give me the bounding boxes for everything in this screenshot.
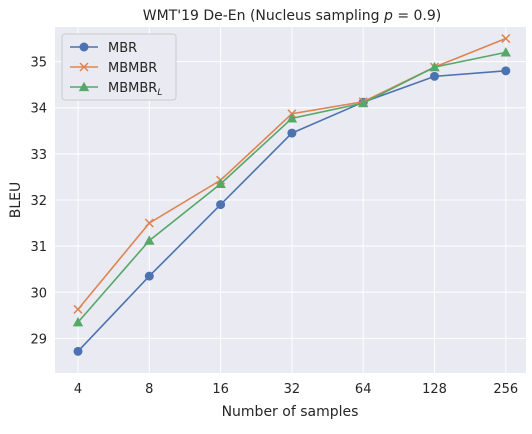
x-tick-label: 32: [284, 382, 301, 397]
y-tick-label: 30: [30, 286, 47, 301]
data-point: [358, 97, 369, 108]
tick-labels: 4 8 16 32 64 128 256 29 30 31 32 33 34 35: [30, 56, 518, 397]
chart-title: WMT'19 De-En (Nucleus sampling p = 0.9): [143, 8, 441, 24]
data-point: [144, 218, 154, 228]
series-lines: [72, 34, 511, 356]
data-point: [287, 128, 297, 138]
data-point: [144, 235, 155, 245]
x-tick-label: 64: [355, 382, 372, 397]
legend-entry: MBMBR: [70, 61, 157, 76]
y-tick-label: 32: [30, 194, 47, 209]
data-point: [500, 47, 511, 57]
legend-label: MBMBR: [108, 61, 157, 76]
legend-marker: [79, 62, 89, 72]
legend-label: MBMBRL: [108, 81, 162, 98]
x-tick-label: 128: [422, 382, 447, 397]
legend-entry: MBR: [70, 41, 137, 56]
data-point: [73, 346, 83, 356]
y-tick-label: 29: [30, 332, 47, 347]
x-tick-label: 16: [212, 382, 229, 397]
data-point: [216, 200, 226, 210]
data-point: [429, 61, 440, 72]
data-point: [430, 71, 439, 81]
data-point: [144, 271, 154, 281]
data-point: [501, 66, 511, 76]
x-tick-label: 4: [74, 382, 82, 397]
data-point: [72, 317, 84, 327]
legend: MBR MBMBR MBMBRL: [61, 33, 177, 101]
legend-entry: MBMBRL: [70, 81, 162, 98]
data-point: [215, 178, 226, 189]
series-3: [72, 47, 511, 327]
x-axis-title: Number of samples: [222, 404, 359, 420]
legend-label: MBR: [108, 41, 137, 56]
legend-marker: [78, 81, 90, 92]
y-tick-label: 33: [30, 148, 47, 163]
y-tick-label: 35: [30, 56, 47, 71]
y-tick-label: 34: [30, 102, 47, 117]
y-axis-title: BLEU: [8, 182, 24, 219]
x-tick-label: 256: [493, 382, 518, 397]
y-tick-label: 31: [30, 240, 47, 255]
data-point: [73, 304, 83, 314]
data-point: [286, 113, 298, 123]
data-point: [501, 34, 511, 44]
legend-marker: [79, 42, 89, 52]
x-tick-label: 8: [145, 382, 153, 397]
legend-box: [61, 33, 177, 101]
